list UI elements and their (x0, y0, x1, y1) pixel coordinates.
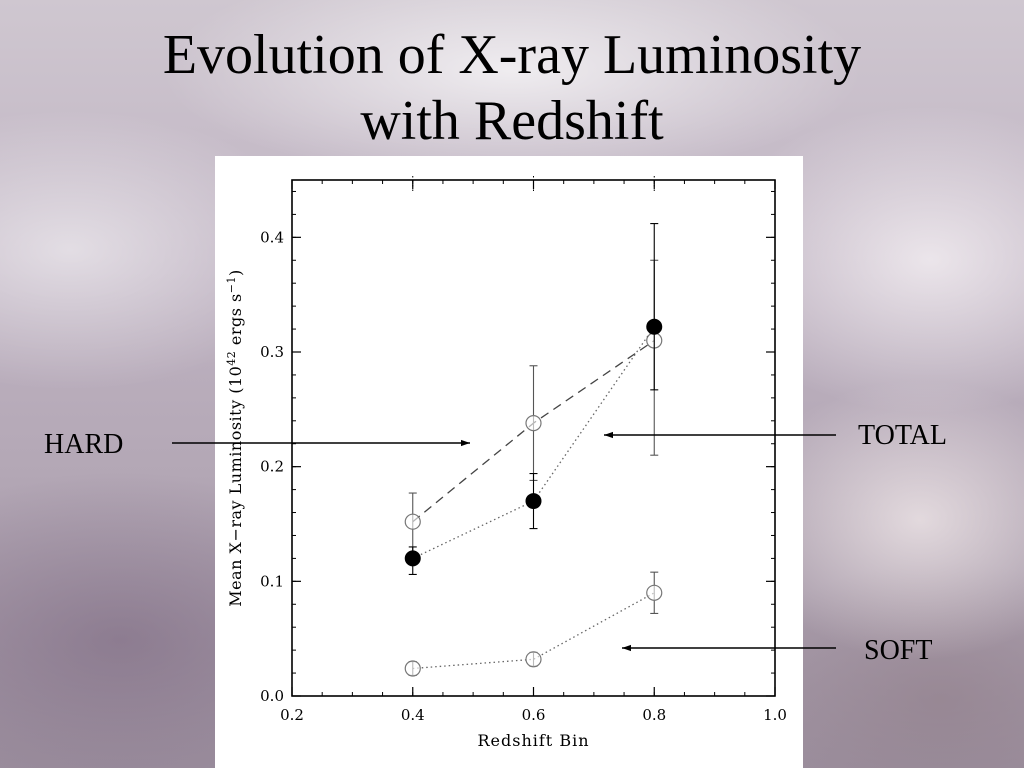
slide-title: Evolution of X-ray Luminosity with Redsh… (0, 22, 1024, 154)
total-label: TOTAL (858, 420, 948, 451)
data-point-open (525, 414, 542, 432)
x-tick-label: 0.6 (522, 706, 546, 724)
axis-labels: 0.2 0.4 0.6 0.8 1.0 0.0 0.1 0.2 0.3 0.4 Redshift B… (225, 228, 787, 750)
series-group (404, 223, 663, 576)
scatter-chart: 0.2 0.4 0.6 0.8 1.0 0.0 0.1 0.2 0.3 0.4 Redshift B… (225, 176, 787, 750)
y-tick-label: 0.3 (260, 343, 284, 361)
x-tick-label: 0.8 (642, 706, 666, 724)
title-line-1: Evolution of X-ray Luminosity (162, 24, 862, 86)
x-tick-label: 0.2 (280, 706, 304, 724)
soft-label: SOFT (864, 635, 933, 666)
y-tick-label: 0.2 (260, 458, 284, 476)
data-point-open (525, 651, 542, 668)
series-line (412, 326, 655, 559)
x-tick-label: 0.4 (401, 706, 425, 724)
x-tick-label: 1.0 (763, 706, 787, 724)
plot-panel: 0.2 0.4 0.6 0.8 1.0 0.0 0.1 0.2 0.3 0.4 Redshift B… (215, 156, 803, 768)
title-line-2: with Redshift (360, 90, 664, 152)
data-point-filled (525, 493, 542, 510)
y-tick-label: 0.1 (260, 572, 284, 590)
series-group (404, 571, 663, 677)
data-point-filled (646, 318, 663, 335)
data-point-filled (404, 550, 421, 567)
y-tick-label: 0.4 (260, 228, 284, 246)
data-point-open (404, 660, 421, 677)
data-point-open (404, 513, 421, 530)
hard-label: HARD (44, 429, 124, 460)
x-axis-title: Redshift Bin (477, 731, 589, 750)
data-point-open (646, 584, 663, 601)
y-tick-label: 0.0 (260, 687, 284, 705)
series-layer (404, 223, 663, 677)
y-axis-title: Mean X−ray Luminosity (1042 ergs s−1) (225, 269, 245, 606)
axes (291, 176, 776, 697)
